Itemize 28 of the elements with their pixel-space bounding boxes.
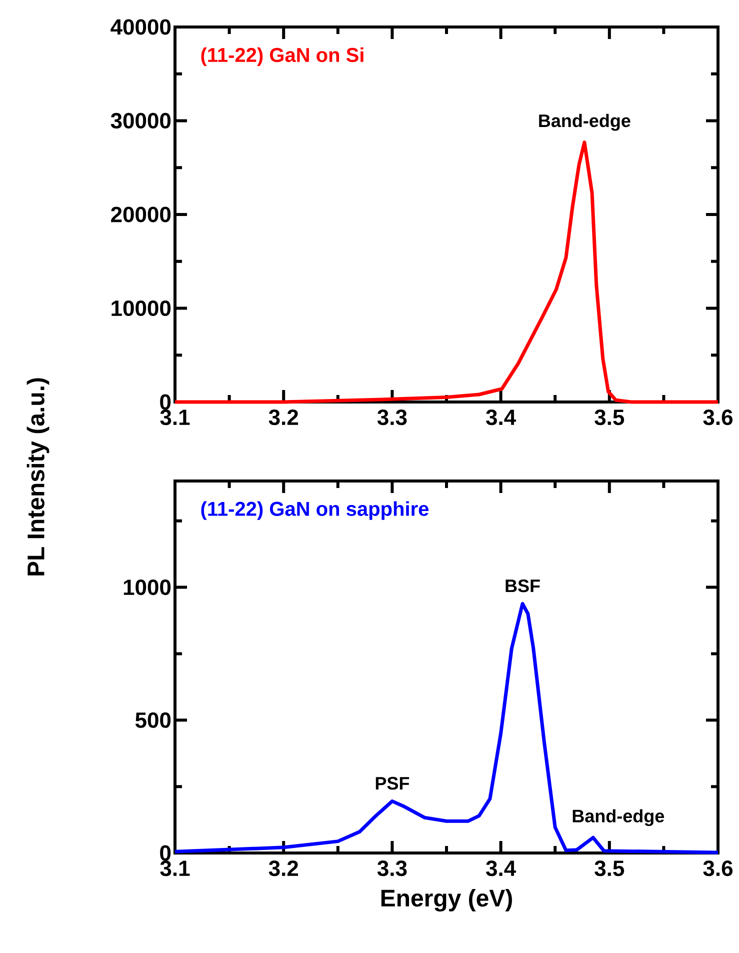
x-tick-label: 3.5: [594, 860, 624, 876]
x-tick-label: 3.2: [268, 410, 298, 426]
annotation: PSF: [376, 776, 410, 790]
x-tick-label: 3.3: [377, 860, 407, 876]
y-tick-label: 0: [160, 845, 171, 861]
y-tick-label: 30000: [110, 112, 171, 129]
x-tick-label: 3.6: [703, 410, 733, 426]
y-tick-label: 1000: [124, 579, 171, 596]
text: (11-22) GaN on sapphire: [201, 501, 429, 520]
x-tick-label: 3.6: [703, 860, 733, 876]
y-tick-label: 10000: [112, 300, 171, 316]
x-tick-label: 3.1: [160, 860, 190, 876]
x-tick-label: 3.4: [486, 860, 516, 876]
y-axis-title: PL Intensity (a.u.): [26, 378, 50, 576]
x-tick-label: 3.4: [486, 410, 516, 426]
annotation: BSF: [506, 579, 540, 592]
x-tick-label: 3.2: [268, 860, 298, 876]
x-axis-title: Energy (eV): [381, 889, 512, 912]
x-tick-label: 3.1: [160, 410, 190, 426]
x-tick-label: 3.5: [594, 410, 624, 426]
y-tick-label: 0: [160, 394, 171, 410]
x-tick-label: 3.3: [377, 410, 407, 426]
y-tick-label: 20000: [111, 206, 171, 222]
y-tick-label: 500: [135, 712, 171, 728]
annotation: Band-edge: [539, 114, 630, 131]
text: (11-22) GaN on Si: [201, 47, 364, 66]
annotation: Band-edge: [572, 809, 664, 826]
y-tick-label: 40000: [110, 19, 171, 35]
